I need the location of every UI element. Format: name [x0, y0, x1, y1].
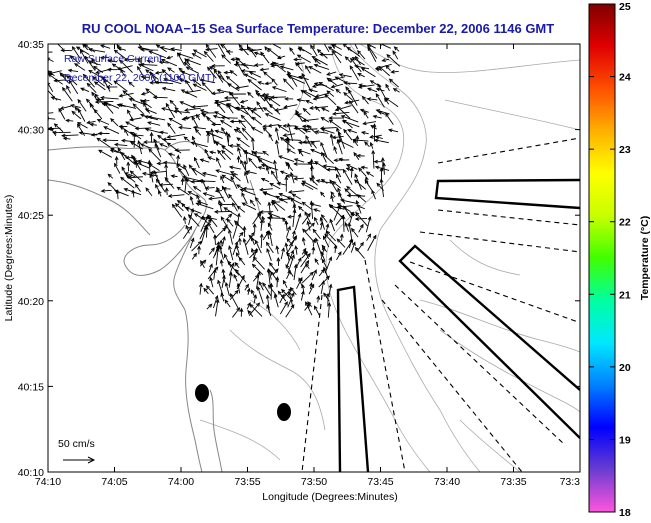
colorbar-label: Temperature (°C): [639, 216, 651, 301]
y-tick-label: 40:35: [18, 39, 44, 51]
x-tick-label: 74:00: [168, 476, 194, 488]
station-marker-2: [277, 403, 291, 421]
x-tick-label: 73:40: [434, 476, 460, 488]
y-tick-label: 40:15: [18, 381, 44, 393]
colorbar-tick-label: 21: [619, 289, 631, 301]
y-tick-label: 40:20: [18, 296, 44, 308]
y-tick-label: 40:30: [18, 125, 44, 137]
x-tick-label: 73:55: [234, 476, 260, 488]
colorbar-tick-label: 23: [619, 144, 631, 156]
station-marker-1: [195, 384, 209, 402]
x-tick-label: 73:50: [301, 476, 327, 488]
x-tick-label: 73:35: [500, 476, 526, 488]
subtitle-raw-current: Raw Surface Current: [64, 53, 162, 65]
colorbar-tick-label: 24: [619, 72, 631, 84]
colorbar-tick-label: 19: [619, 434, 631, 446]
subtitle-date: December 22, 2006 (1100 GMT): [64, 72, 215, 84]
colorbar: [589, 4, 615, 512]
y-tick-label: 40:10: [18, 467, 44, 479]
colorbar-tick-label: 22: [619, 217, 631, 229]
y-tick-label: 40:25: [18, 210, 44, 222]
scale-label: 50 cm/s: [58, 438, 95, 450]
colorbar-tick-label: 20: [619, 362, 631, 374]
colorbar-tick-label: 18: [619, 507, 631, 518]
x-tick-label: 74:05: [101, 476, 127, 488]
colorbar-tick-label: 25: [619, 1, 631, 13]
x-tick-label: 73:45: [367, 476, 393, 488]
map-title: RU COOL NOAA−15 Sea Surface Temperature:…: [82, 21, 554, 36]
y-axis-label: Latitude (Degrees:Minutes): [3, 195, 15, 322]
x-tick-label: 73:3: [560, 476, 581, 488]
x-axis-label: Longitude (Degrees:Minutes): [262, 491, 397, 503]
